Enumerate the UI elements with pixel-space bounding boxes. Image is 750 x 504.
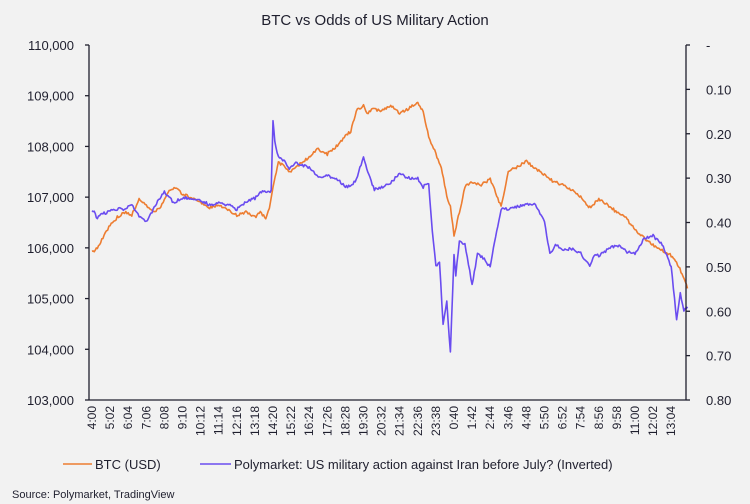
right-y-tick-label: 0.60 (706, 304, 731, 319)
left-y-axis: 103,000 104,000 105,000 106,000 107,000 108,0… (27, 38, 89, 408)
x-tick-label: 9:58 (610, 406, 624, 430)
right-y-tick-label: 0.40 (706, 216, 731, 231)
left-y-tick-label: 110,000 (28, 38, 74, 53)
right-y-tick-label: 0.10 (706, 82, 731, 97)
x-tick-label: 14:20 (266, 406, 280, 436)
x-tick-label: 17:26 (320, 406, 334, 436)
right-y-axis: - 0.10 0.20 0.30 0.40 0.50 0.60 0.70 0.80 (686, 38, 731, 408)
legend-label-btc: BTC (USD) (95, 457, 161, 472)
x-tick-label: 7:54 (574, 406, 588, 430)
left-y-tick-label: 107,000 (27, 190, 74, 205)
x-tick-label: 5:50 (538, 406, 552, 430)
x-tick-label: 6:04 (121, 406, 135, 430)
x-tick-label: 15:22 (284, 406, 298, 436)
right-y-tick-label: 0.30 (706, 171, 731, 186)
x-tick-label: 13:04 (664, 406, 678, 436)
x-tick-label: 4:48 (519, 406, 533, 430)
x-tick-label: 18:28 (338, 406, 352, 436)
left-y-tick-label: 104,000 (27, 342, 74, 357)
x-tick-label: 1:42 (465, 406, 479, 430)
legend: BTC (USD) Polymarket: US military action… (63, 457, 613, 472)
x-tick-label: 4:00 (85, 406, 99, 430)
legend-label-polymarket: Polymarket: US military action against I… (234, 457, 613, 472)
x-tick-label: 3:46 (501, 406, 515, 430)
x-tick-label: 8:56 (592, 406, 606, 430)
right-y-tick-label: 0.50 (706, 260, 731, 275)
x-tick-label: 12:16 (230, 406, 244, 436)
x-tick-label: 22:36 (411, 406, 425, 436)
x-tick-label: 7:06 (139, 406, 153, 430)
x-tick-label: 20:32 (375, 406, 389, 436)
x-tick-label: 11:00 (628, 406, 642, 435)
left-y-tick-label: 103,000 (27, 393, 74, 408)
x-tick-label: 11:14 (212, 406, 226, 435)
series-line-btc (91, 101, 689, 289)
right-y-tick-label: 0.20 (706, 127, 731, 142)
series-line-polymarket (91, 119, 689, 353)
x-tick-label: 5:02 (103, 406, 117, 430)
plot-area (91, 101, 689, 353)
x-tick-label: 2:44 (483, 406, 497, 430)
x-tick-label: 8:08 (157, 406, 171, 430)
left-y-tick-label: 105,000 (27, 292, 74, 307)
x-tick-label: 6:52 (556, 406, 570, 430)
x-tick-label: 19:30 (357, 406, 371, 436)
x-tick-label: 13:18 (248, 406, 262, 436)
x-tick-label: 0:40 (447, 406, 461, 430)
x-axis: 4:00 5:02 6:04 7:06 8:08 9:10 10:12 11:14 12:16 1… (85, 406, 678, 436)
right-y-tick-label: 0.80 (706, 393, 731, 408)
x-tick-label: 21:34 (393, 406, 407, 436)
source-note: Source: Polymarket, TradingView (12, 489, 174, 501)
x-tick-label: 9:10 (176, 406, 190, 430)
right-y-tick-label: - (706, 38, 710, 53)
x-tick-label: 23:38 (429, 406, 443, 436)
chart-title: BTC vs Odds of US Military Action (261, 12, 489, 29)
right-y-tick-label: 0.70 (706, 349, 731, 364)
left-y-tick-label: 106,000 (27, 241, 74, 256)
x-tick-label: 12:02 (646, 406, 660, 436)
x-tick-label: 16:24 (302, 406, 316, 436)
left-y-tick-label: 108,000 (27, 139, 74, 154)
x-tick-label: 10:12 (194, 406, 208, 436)
left-y-tick-label: 109,000 (27, 89, 74, 104)
